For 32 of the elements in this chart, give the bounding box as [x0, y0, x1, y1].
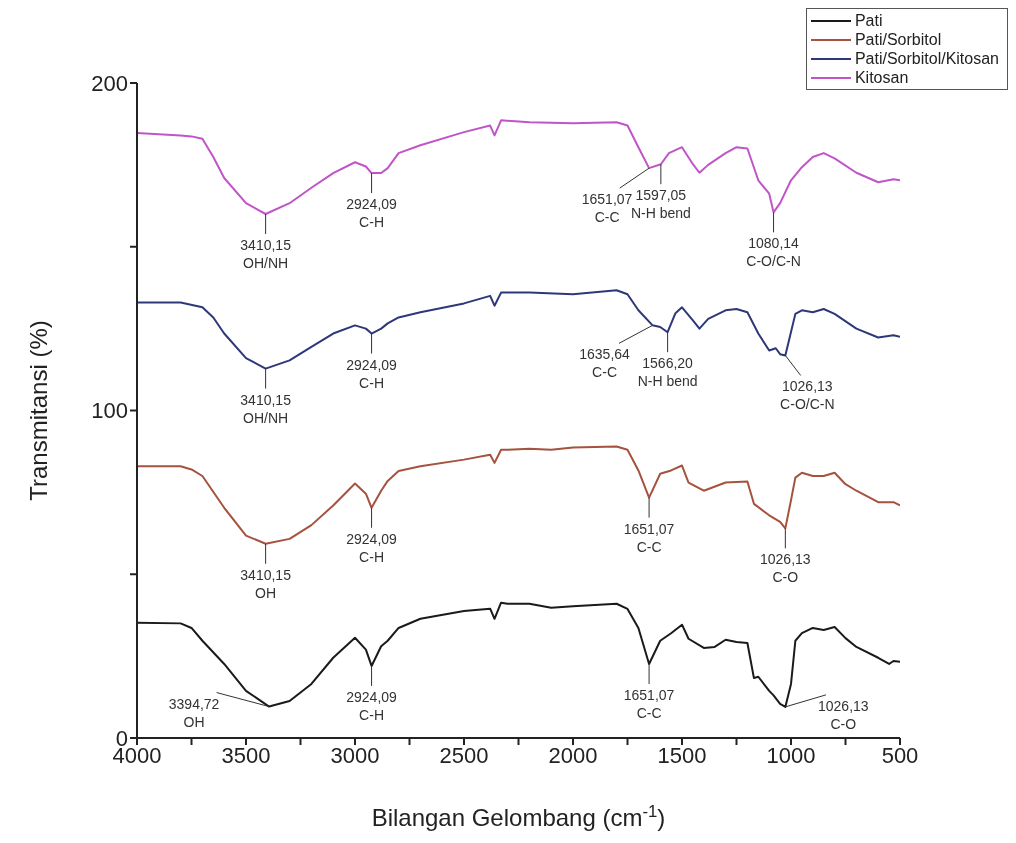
annotation: 2924,09 C-H	[346, 688, 398, 723]
annotation: 1651,07 C-C	[581, 191, 633, 226]
annotation: 3394,72 OH	[168, 695, 220, 730]
y-tick-label: 100	[91, 398, 128, 424]
annotation: 3410,15 OH	[240, 566, 292, 601]
legend-label: Kitosan	[854, 68, 909, 87]
annotation: 1026,13 C-O/C-N	[780, 378, 835, 413]
x-tick-label: 500	[881, 742, 919, 768]
legend-label: Pati/Sorbitol	[854, 30, 942, 49]
legend-label: Pati/Sorbitol/Kitosan	[854, 49, 999, 68]
x-tick-label: 1000	[766, 742, 816, 768]
y-tick-label: 200	[91, 70, 128, 96]
annotation: 2924,09 C-H	[346, 356, 398, 391]
annotation: 1635,64 C-C	[579, 346, 631, 381]
annotation: 3410,15 OH/NH	[240, 391, 292, 426]
x-tick-label: 3500	[221, 742, 271, 768]
x-axis-title: Bilangan Gelombang (cm$^{-1}$)	[371, 801, 666, 831]
x-tick-label: 2500	[439, 742, 489, 768]
annotation: 1026,13 C-O	[760, 551, 811, 586]
annotation: 1651,07 C-C	[623, 520, 675, 555]
annotation: 1566,20 N-H bend	[637, 355, 698, 390]
x-tick-label: 3000	[330, 742, 380, 768]
x-tick-label: 2000	[548, 742, 598, 768]
y-axis-title: Transmitansi (%)	[25, 320, 52, 501]
annotation: 1080,14 C-O/C-N	[746, 235, 801, 270]
annotation: 2924,09 C-H	[346, 196, 398, 231]
annotation: 1026,13 C-O	[818, 697, 869, 732]
x-tick-label: 1500	[657, 742, 707, 768]
annotation: 1651,07 C-C	[623, 686, 675, 721]
legend-label: Pati	[854, 11, 883, 30]
annotation: 3410,15 OH/NH	[240, 237, 292, 271]
annotation: 2924,09 C-H	[346, 530, 398, 565]
